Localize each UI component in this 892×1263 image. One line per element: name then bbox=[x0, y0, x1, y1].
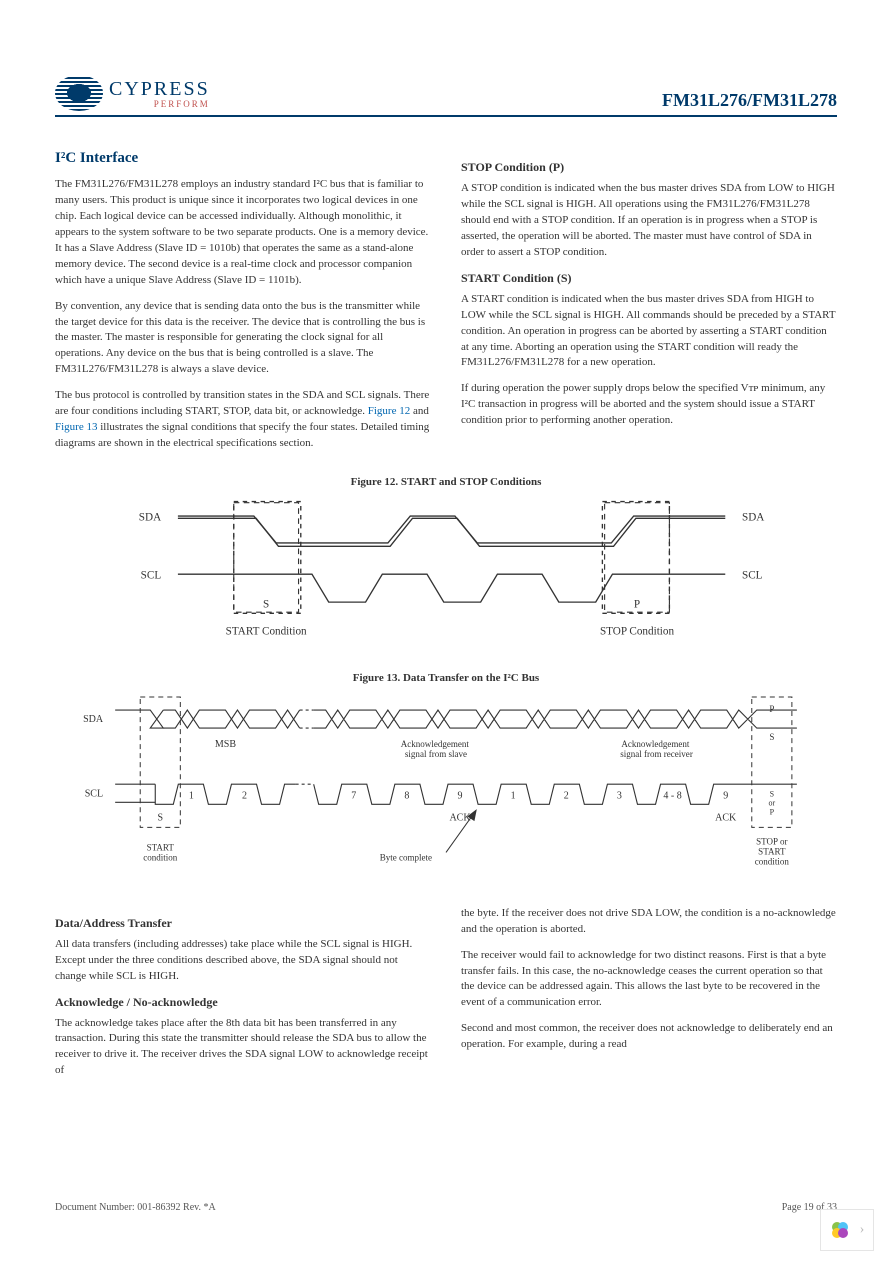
page-footer: Document Number: 001-86392 Rev. *A Page … bbox=[55, 1202, 837, 1213]
t2-9: 9 bbox=[723, 790, 728, 801]
p3-b: illustrates the signal conditions that s… bbox=[55, 421, 429, 449]
fig12-stop: STOP Condition bbox=[600, 626, 675, 638]
fig13-sp: SorP bbox=[768, 789, 775, 816]
t2-2: 2 bbox=[564, 790, 569, 801]
fig13-caption: Figure 13. Data Transfer on the I²C Bus bbox=[55, 672, 837, 684]
stop-heading: STOP Condition (P) bbox=[461, 160, 837, 175]
br-p3: Second and most common, the receiver doe… bbox=[461, 1021, 837, 1053]
section-title: I²C Interface bbox=[55, 150, 431, 167]
data-transfer-p: All data transfers (including addresses)… bbox=[55, 937, 431, 985]
fig12-sda-r: SDA bbox=[742, 512, 764, 524]
fig12-p: P bbox=[634, 599, 640, 611]
fig12-start: START Condition bbox=[226, 626, 307, 638]
t1-9: 9 bbox=[458, 790, 463, 801]
main-columns: I²C Interface The FM31L276/FM31L278 empl… bbox=[55, 150, 837, 462]
fig12-s: S bbox=[263, 599, 269, 611]
start-p2: If during operation the power supply dro… bbox=[461, 381, 837, 429]
brand-name: CYPRESS bbox=[109, 78, 210, 100]
fig13-sda: SDA bbox=[83, 714, 104, 725]
part-number: FM31L276/FM31L278 bbox=[662, 90, 837, 111]
ack-p: The acknowledge takes place after the 8t… bbox=[55, 1016, 431, 1080]
ack-heading: Acknowledge / No-acknowledge bbox=[55, 995, 431, 1010]
chevron-right-icon: › bbox=[860, 1222, 865, 1238]
fig13-diagram: SDA SCL S MSB Acknowledgement signal fro… bbox=[55, 692, 837, 882]
fig13-msb: MSB bbox=[215, 739, 236, 750]
figure12-link[interactable]: Figure 12 bbox=[368, 405, 410, 417]
page-header: CYPRESS PERFORM FM31L276/FM31L278 bbox=[55, 75, 837, 117]
fig13-ack-rcv: Acknowledgement signal from receiver bbox=[620, 739, 693, 759]
logo-text-block: CYPRESS PERFORM bbox=[109, 78, 210, 109]
fig13-scl: SCL bbox=[85, 788, 103, 799]
left-column: I²C Interface The FM31L276/FM31L278 empl… bbox=[55, 150, 431, 462]
fig12-caption: Figure 12. START and STOP Conditions bbox=[55, 476, 837, 488]
bottom-left: Data/Address Transfer All data transfers… bbox=[55, 906, 431, 1090]
p3-mid: and bbox=[413, 405, 429, 417]
brand-tagline: PERFORM bbox=[109, 99, 210, 109]
fig13-ack-slave: Acknowledgement signal from slave bbox=[401, 739, 471, 759]
fig12-scl-r: SCL bbox=[742, 570, 763, 582]
fig13-byte-complete: Byte complete bbox=[380, 853, 432, 863]
flower-icon bbox=[830, 1220, 850, 1240]
brand-logo: CYPRESS PERFORM bbox=[55, 75, 210, 111]
corner-widget[interactable]: › bbox=[820, 1209, 874, 1251]
fig13-start-cond: STARTcondition bbox=[143, 843, 178, 863]
fig12-diagram: SDA SCL SDA SCL S P START Condition STOP… bbox=[55, 496, 837, 641]
t2-48: 4 - 8 bbox=[663, 790, 681, 801]
right-column: STOP Condition (P) A STOP condition is i… bbox=[461, 150, 837, 462]
intro-p3: The bus protocol is controlled by transi… bbox=[55, 388, 431, 452]
figure13-link[interactable]: Figure 13 bbox=[55, 421, 97, 433]
fig13-s2: S bbox=[769, 732, 774, 742]
br-p1: the byte. If the receiver does not drive… bbox=[461, 906, 837, 938]
t1-1: 1 bbox=[189, 790, 194, 801]
intro-p1: The FM31L276/FM31L278 employs an industr… bbox=[55, 177, 431, 289]
t1-2: 2 bbox=[242, 790, 247, 801]
fig13-s1: S bbox=[157, 813, 163, 824]
fig12-sda-l: SDA bbox=[139, 512, 161, 524]
fig13-p: P bbox=[769, 704, 774, 714]
fig12-scl-l: SCL bbox=[141, 570, 162, 582]
t1-8: 8 bbox=[404, 790, 409, 801]
logo-icon bbox=[55, 75, 103, 111]
fig13-ack2: ACK bbox=[715, 813, 737, 824]
t2-3: 3 bbox=[617, 790, 622, 801]
intro-p2: By convention, any device that is sendin… bbox=[55, 299, 431, 379]
br-p2: The receiver would fail to acknowledge f… bbox=[461, 948, 837, 1012]
doc-number: Document Number: 001-86392 Rev. *A bbox=[55, 1202, 216, 1213]
t1-7: 7 bbox=[351, 790, 356, 801]
data-transfer-heading: Data/Address Transfer bbox=[55, 916, 431, 931]
start-heading: START Condition (S) bbox=[461, 271, 837, 286]
t2-1: 1 bbox=[511, 790, 516, 801]
stop-p: A STOP condition is indicated when the b… bbox=[461, 181, 837, 261]
start-p1: A START condition is indicated when the … bbox=[461, 292, 837, 372]
fig13-stop-start: STOP orSTARTcondition bbox=[755, 837, 790, 867]
bottom-columns: Data/Address Transfer All data transfers… bbox=[55, 906, 837, 1090]
bottom-right: the byte. If the receiver does not drive… bbox=[461, 906, 837, 1090]
